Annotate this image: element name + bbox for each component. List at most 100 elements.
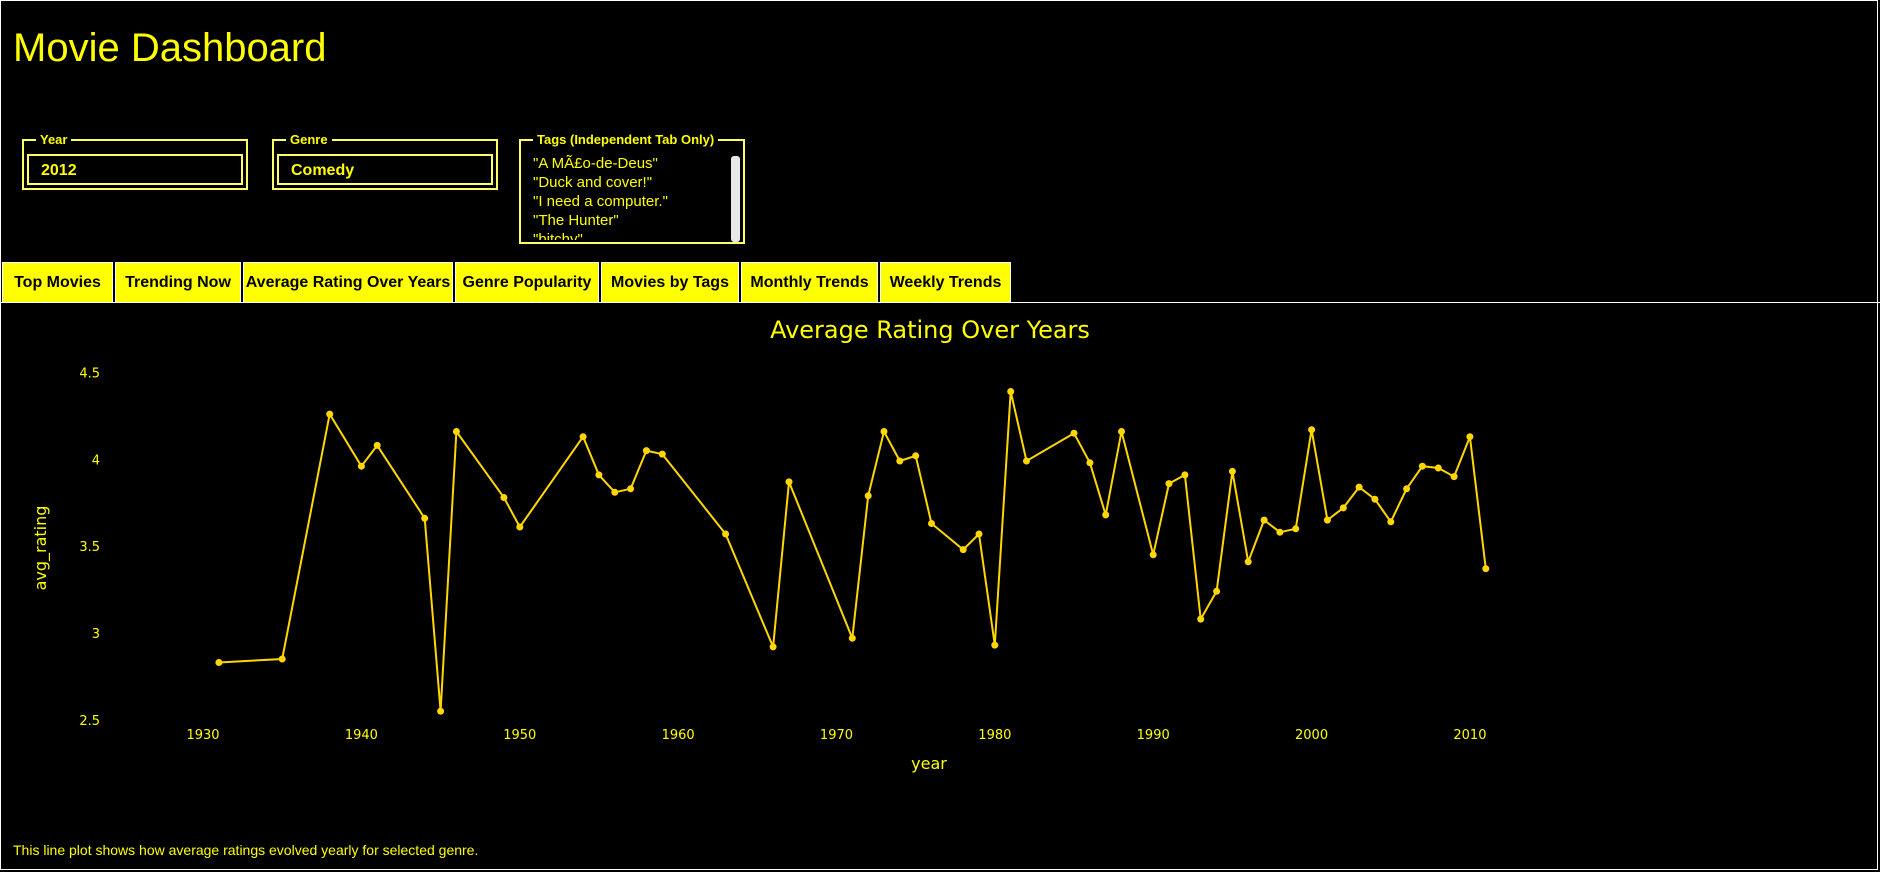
data-point[interactable]: [357, 462, 365, 470]
data-point[interactable]: [1086, 459, 1094, 467]
data-point[interactable]: [1387, 518, 1395, 526]
data-point[interactable]: [959, 546, 967, 554]
tab-genre-popularity[interactable]: Genre Popularity: [455, 262, 599, 302]
genre-label: Genre: [290, 132, 328, 147]
y-tick-label: 3: [92, 627, 100, 642]
year-label: Year: [40, 132, 68, 147]
tab-trending-now[interactable]: Trending Now: [115, 262, 241, 302]
data-point[interactable]: [1466, 433, 1474, 441]
y-tick-label: 4: [92, 453, 100, 468]
data-point[interactable]: [642, 447, 650, 455]
data-point[interactable]: [437, 707, 445, 715]
genre-dropdown[interactable]: Genre Comedy: [272, 132, 498, 190]
data-point[interactable]: [1213, 587, 1221, 595]
tag-option[interactable]: "The Hunter": [533, 212, 619, 229]
data-point[interactable]: [1165, 480, 1173, 488]
data-point[interactable]: [880, 428, 888, 435]
tag-option[interactable]: "bitchy": [533, 231, 583, 240]
data-point[interactable]: [516, 523, 524, 531]
year-dropdown[interactable]: Year 2012: [22, 132, 248, 190]
y-axis-ticks: 2.5 3 3.5 4 4.5: [79, 366, 100, 728]
tab-monthly-trends[interactable]: Monthly Trends: [741, 262, 878, 302]
data-point[interactable]: [1450, 473, 1458, 481]
series-line: [218, 391, 1487, 712]
x-axis-label: year: [911, 754, 947, 773]
data-point[interactable]: [421, 514, 429, 522]
data-point[interactable]: [912, 452, 920, 460]
year-value[interactable]: 2012: [27, 154, 243, 185]
data-point[interactable]: [1403, 485, 1411, 493]
tags-label: Tags (Independent Tab Only): [537, 132, 715, 147]
data-point[interactable]: [1434, 464, 1442, 472]
x-tick-label: 2010: [1453, 728, 1486, 743]
x-tick-label: 1940: [345, 728, 378, 743]
data-point[interactable]: [1418, 462, 1426, 470]
x-tick-label: 1930: [186, 728, 219, 743]
data-point[interactable]: [848, 634, 856, 642]
data-point[interactable]: [1482, 565, 1490, 573]
data-point[interactable]: [373, 441, 381, 449]
data-point[interactable]: [722, 530, 730, 538]
x-tick-label: 1990: [1137, 728, 1170, 743]
data-point[interactable]: [278, 655, 286, 663]
data-point[interactable]: [1292, 525, 1300, 533]
data-point[interactable]: [1260, 516, 1268, 524]
tags-multiselect[interactable]: Tags (Independent Tab Only) "A MÃ£o-de-D…: [519, 132, 745, 244]
tags-scrollbar[interactable]: [731, 156, 740, 242]
data-point[interactable]: [611, 488, 619, 496]
y-tick-label: 3.5: [79, 540, 100, 555]
data-point[interactable]: [1118, 428, 1125, 435]
data-point[interactable]: [452, 428, 460, 435]
data-point[interactable]: [991, 641, 999, 649]
data-point[interactable]: [1244, 558, 1252, 566]
data-point[interactable]: [1228, 467, 1236, 475]
data-point[interactable]: [1323, 516, 1331, 524]
y-tick-label: 4.5: [79, 366, 100, 381]
y-tick-label: 2.5: [79, 714, 100, 729]
tag-option[interactable]: "I need a computer.": [533, 193, 668, 210]
y-axis-label: avg_rating: [31, 506, 51, 591]
tags-options-list[interactable]: "A MÃ£o-de-Deus" "Duck and cover!" "I ne…: [533, 154, 725, 240]
data-point[interactable]: [1276, 528, 1284, 536]
data-point[interactable]: [579, 433, 587, 441]
page-title: Movie Dashboard: [13, 26, 327, 70]
data-point[interactable]: [1308, 426, 1316, 434]
tab-weekly-trends[interactable]: Weekly Trends: [880, 262, 1011, 302]
data-point[interactable]: [1102, 511, 1110, 519]
data-point[interactable]: [1197, 615, 1205, 623]
data-point[interactable]: [1007, 388, 1015, 395]
data-point[interactable]: [1070, 429, 1078, 437]
data-point[interactable]: [769, 643, 777, 651]
data-point[interactable]: [1149, 551, 1157, 559]
x-tick-label: 1960: [662, 728, 695, 743]
data-point[interactable]: [627, 485, 635, 493]
tab-bar: Top Movies Trending Now Average Rating O…: [2, 262, 1013, 302]
data-point[interactable]: [500, 494, 508, 501]
data-point[interactable]: [1023, 457, 1030, 465]
x-tick-label: 2000: [1295, 728, 1328, 743]
data-point[interactable]: [896, 457, 904, 465]
data-point[interactable]: [1339, 504, 1347, 512]
data-point[interactable]: [928, 520, 935, 527]
data-point[interactable]: [1181, 471, 1189, 479]
data-point[interactable]: [785, 478, 793, 486]
data-points: [215, 388, 1490, 715]
data-point[interactable]: [595, 471, 603, 479]
tag-option[interactable]: "A MÃ£o-de-Deus": [533, 155, 658, 172]
tab-movies-by-tags[interactable]: Movies by Tags: [601, 262, 739, 302]
tab-top-movies[interactable]: Top Movies: [2, 262, 113, 302]
tag-option[interactable]: "Duck and cover!": [533, 174, 653, 191]
data-point[interactable]: [864, 492, 872, 500]
data-point[interactable]: [1355, 483, 1363, 491]
data-point[interactable]: [1371, 495, 1379, 503]
data-point[interactable]: [975, 530, 983, 538]
x-tick-label: 1950: [503, 728, 536, 743]
genre-value[interactable]: Comedy: [277, 154, 493, 185]
tab-average-rating-over-years[interactable]: Average Rating Over Years: [243, 262, 453, 302]
data-point[interactable]: [326, 410, 334, 418]
data-point[interactable]: [215, 659, 223, 666]
data-point[interactable]: [658, 450, 666, 458]
x-tick-label: 1980: [978, 728, 1011, 743]
